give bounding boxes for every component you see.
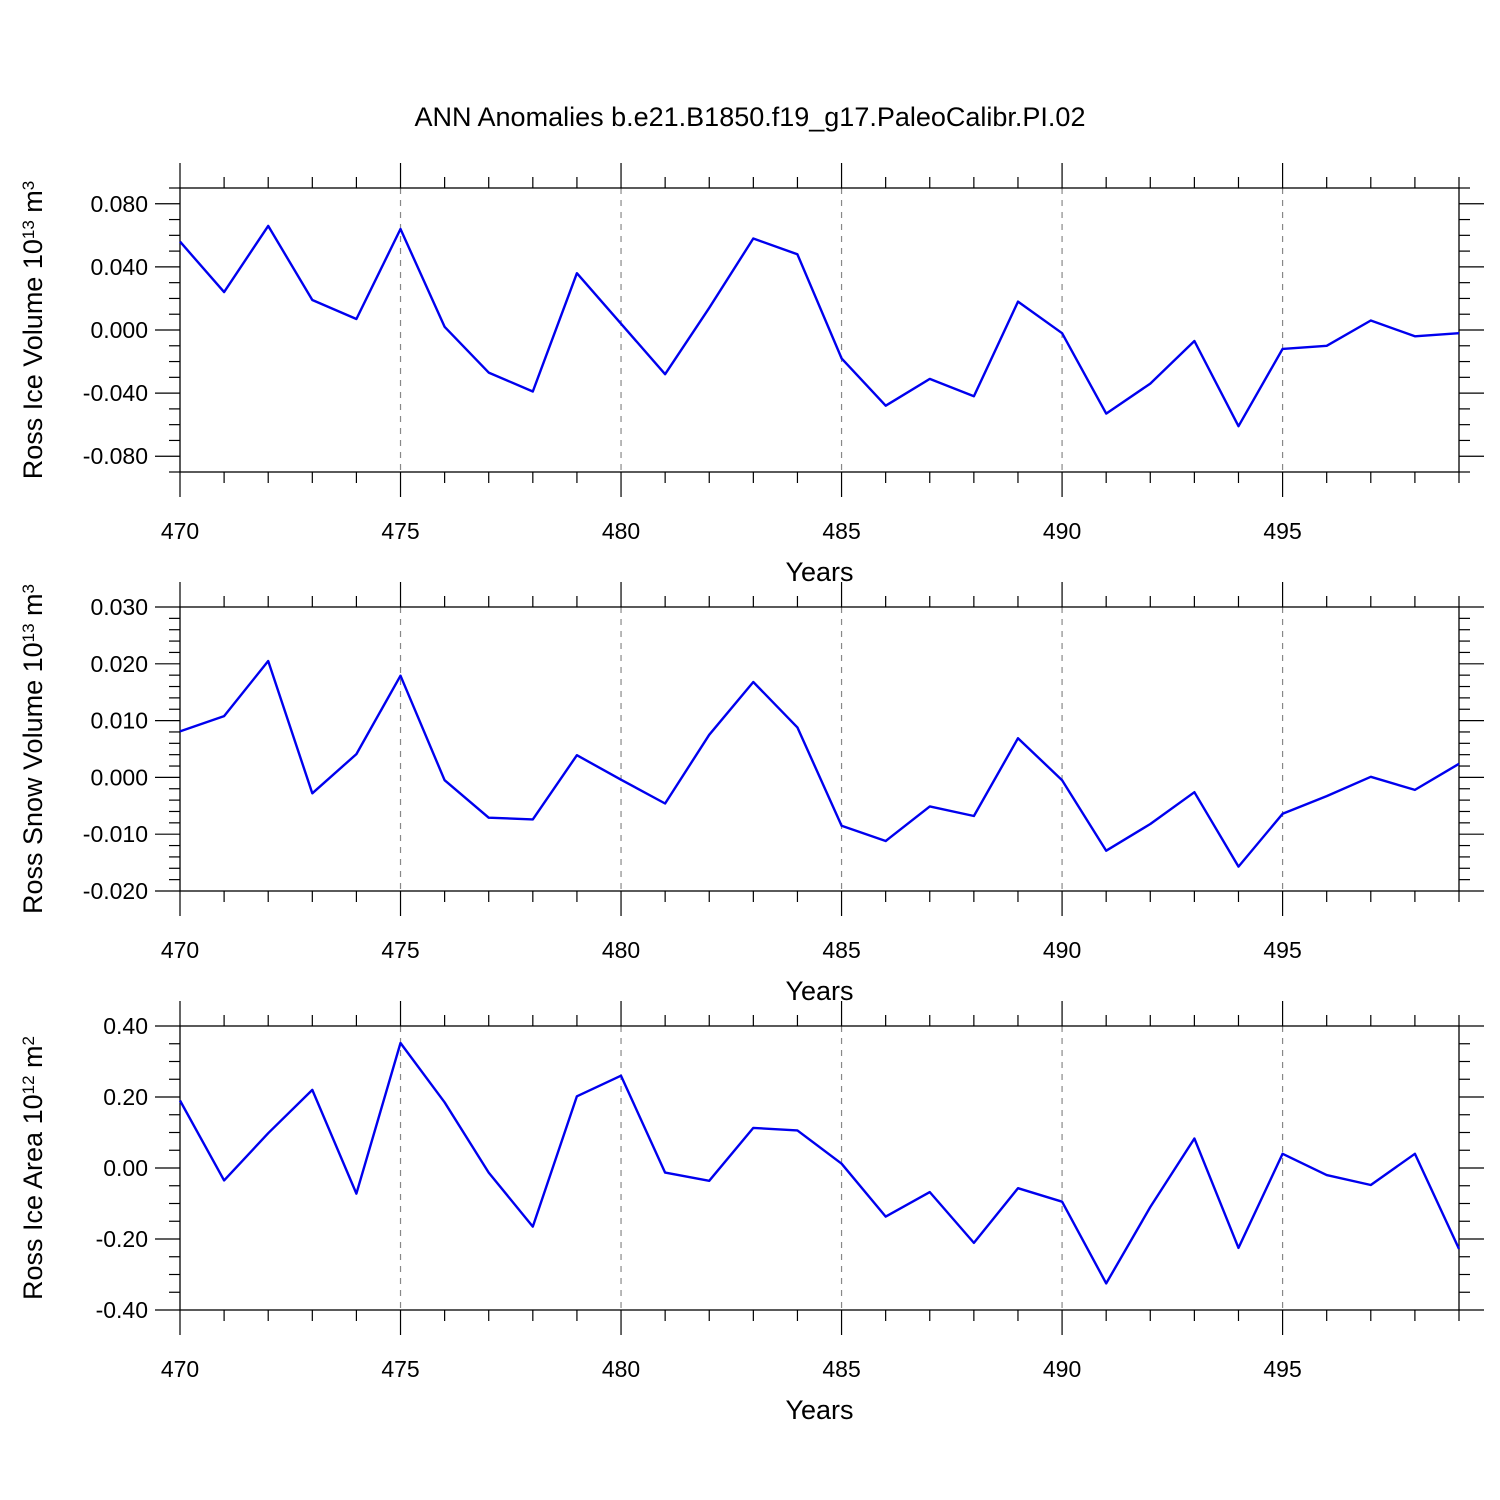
plot-frame	[180, 607, 1459, 891]
x-tick-label: 495	[1263, 518, 1301, 544]
series-line	[180, 661, 1459, 867]
y-tick-label: -0.010	[83, 821, 148, 847]
y-axis-label: Ross Ice Volume 1013 m3	[18, 181, 48, 480]
x-tick-label: 490	[1043, 937, 1081, 963]
y-label-part: Ross Ice Area 10	[18, 1094, 48, 1300]
x-tick-label: 490	[1043, 1356, 1081, 1382]
y-axis-label: Ross Ice Area 1012 m2	[18, 1036, 48, 1300]
y-tick-label: 0.030	[90, 594, 148, 620]
y-tick-label: 0.000	[90, 317, 148, 343]
panels: 470 475 480 485 490 495 -0.080 -0.040 0.000 0.040…	[18, 163, 1484, 1425]
plot-frame	[180, 1026, 1459, 1310]
x-tick-label: 470	[161, 518, 199, 544]
y-tick-label: 0.020	[90, 651, 148, 677]
y-tick-label: 0.40	[103, 1013, 148, 1039]
chart-panel-2: 470 475 480 485 490 495 -0.020 -0.010 0.000 0.010…	[18, 582, 1484, 1006]
y-tick-label: 0.20	[103, 1084, 148, 1110]
y-label-superscript: 12	[19, 1075, 38, 1094]
x-tick-label: 470	[161, 937, 199, 963]
series-line	[180, 1043, 1459, 1283]
chart-panel-1: 470 475 480 485 490 495 -0.080 -0.040 0.000 0.040…	[18, 163, 1484, 587]
y-label-part: Ross Ice Volume 10	[18, 239, 48, 479]
y-label-superscript: 3	[19, 181, 38, 190]
x-tick-label: 475	[381, 1356, 419, 1382]
x-tick-label: 480	[602, 937, 640, 963]
y-label-superscript: 13	[19, 220, 38, 239]
series-line	[180, 226, 1459, 426]
y-tick-label: 0.000	[90, 764, 148, 790]
y-label-part: m	[18, 1045, 48, 1075]
y-label-part: Ross Snow Volume 10	[18, 642, 48, 914]
x-tick-label: 495	[1263, 1356, 1301, 1382]
y-tick-label: 0.040	[90, 254, 148, 280]
x-tick-label: 475	[381, 518, 419, 544]
x-axis-label: Years	[785, 976, 853, 1006]
x-tick-label: 495	[1263, 937, 1301, 963]
y-tick-label: -0.020	[83, 878, 148, 904]
y-tick-label: 0.010	[90, 708, 148, 734]
y-label-superscript: 2	[19, 1036, 38, 1045]
y-axis-label: Ross Snow Volume 1013 m3	[18, 584, 48, 914]
x-tick-label: 480	[602, 518, 640, 544]
y-tick-label: 0.00	[103, 1155, 148, 1181]
y-tick-label: -0.20	[96, 1226, 148, 1252]
main-title: ANN Anomalies b.e21.B1850.f19_g17.PaleoC…	[415, 102, 1086, 132]
y-label-superscript: 3	[19, 584, 38, 593]
y-tick-label: 0.080	[90, 191, 148, 217]
y-tick-label: -0.040	[83, 380, 148, 406]
y-label-part: m	[18, 593, 48, 623]
y-label-superscript: 13	[19, 623, 38, 642]
x-tick-label: 480	[602, 1356, 640, 1382]
x-tick-label: 475	[381, 937, 419, 963]
y-tick-label: -0.40	[96, 1297, 148, 1323]
plot-frame	[180, 188, 1459, 472]
y-tick-label: -0.080	[83, 443, 148, 469]
x-tick-label: 490	[1043, 518, 1081, 544]
x-tick-label: 470	[161, 1356, 199, 1382]
y-label-part: m	[18, 190, 48, 220]
chart-panel-3: 470 475 480 485 490 495 -0.40 -0.20 0.00 0.20 0.40…	[18, 1001, 1484, 1425]
x-tick-label: 485	[822, 937, 860, 963]
x-axis-label: Years	[785, 557, 853, 587]
x-axis-label: Years	[785, 1395, 853, 1425]
x-tick-label: 485	[822, 1356, 860, 1382]
x-tick-label: 485	[822, 518, 860, 544]
